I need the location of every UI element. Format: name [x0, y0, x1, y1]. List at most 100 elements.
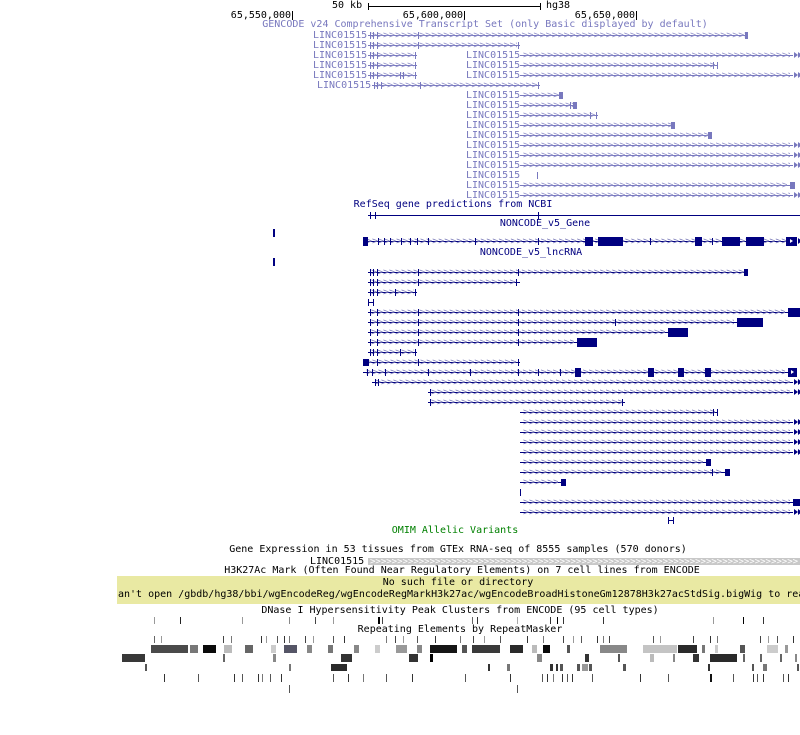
- noncode-item-exon-tick[interactable]: [377, 289, 378, 296]
- noncode-item-line[interactable]: [368, 302, 374, 303]
- noncode-item-exon-tick[interactable]: [717, 409, 718, 416]
- noncode-item-exon-tick[interactable]: [367, 369, 368, 376]
- noncode-item-line[interactable]: [368, 272, 748, 273]
- noncode-item-exon-block[interactable]: [273, 258, 275, 266]
- noncode-item-exon-tick[interactable]: [377, 269, 378, 276]
- transcript-label[interactable]: LINC01515: [466, 70, 521, 81]
- gencode-transcript-exon-tick[interactable]: [377, 52, 378, 59]
- gencode-transcript-line[interactable]: [520, 55, 793, 56]
- gencode-transcript-exon-tick[interactable]: [370, 32, 371, 39]
- gencode-transcript-exon-tick[interactable]: [370, 52, 371, 59]
- refseq-item-exon-tick[interactable]: [370, 212, 371, 219]
- noncode-item-exon-tick[interactable]: [518, 319, 519, 326]
- noncode-item-exon-block[interactable]: [744, 269, 748, 276]
- gencode-transcript-exon-tick[interactable]: [377, 62, 378, 69]
- noncode-item-exon-block[interactable]: [575, 368, 581, 377]
- noncode-item-exon-tick[interactable]: [370, 269, 371, 276]
- noncode-item-exon-tick[interactable]: [428, 369, 429, 376]
- transcript-label[interactable]: LINC01515: [466, 150, 521, 161]
- gencode-transcript-exon-tick[interactable]: [400, 72, 401, 79]
- noncode-item-exon-tick[interactable]: [378, 379, 379, 386]
- transcript-label[interactable]: LINC01515: [466, 190, 521, 201]
- transcript-label[interactable]: LINC01515: [466, 180, 521, 191]
- noncode-item-exon-tick[interactable]: [518, 369, 519, 376]
- transcript-label[interactable]: LINC01515: [466, 50, 521, 61]
- gencode-transcript-exon-tick[interactable]: [713, 62, 714, 69]
- noncode-item-line[interactable]: [520, 432, 793, 433]
- noncode-item-exon-tick[interactable]: [418, 309, 419, 316]
- noncode-item-exon-tick[interactable]: [370, 329, 371, 336]
- gencode-transcript-exon-block[interactable]: [790, 182, 795, 189]
- track-title-noncode-gene[interactable]: NONCODE_v5_Gene: [499, 218, 591, 229]
- noncode-item-exon-tick[interactable]: [430, 389, 431, 396]
- noncode-item-line[interactable]: [520, 422, 793, 423]
- noncode-item-exon-tick[interactable]: [385, 369, 386, 376]
- noncode-item-exon-tick[interactable]: [520, 489, 521, 496]
- noncode-item-line[interactable]: [520, 452, 793, 453]
- noncode-item-exon-tick[interactable]: [430, 399, 431, 406]
- noncode-item-exon-tick[interactable]: [370, 279, 371, 286]
- gencode-transcript-exon-tick[interactable]: [415, 62, 416, 69]
- noncode-item-exon-tick[interactable]: [370, 319, 371, 326]
- noncode-item-line[interactable]: [668, 520, 674, 521]
- gencode-transcript-line[interactable]: [520, 125, 675, 126]
- noncode-item-line[interactable]: [363, 241, 797, 242]
- noncode-item-exon-block[interactable]: [273, 229, 275, 237]
- dnase-peak-row[interactable]: [0, 617, 800, 624]
- refseq-item-line[interactable]: [368, 215, 800, 216]
- transcript-label[interactable]: LINC01515: [313, 60, 368, 71]
- noncode-item-exon-tick[interactable]: [470, 369, 471, 376]
- noncode-item-exon-block[interactable]: [678, 368, 684, 377]
- noncode-item-exon-tick[interactable]: [673, 517, 674, 524]
- noncode-item-exon-tick[interactable]: [415, 349, 416, 356]
- gencode-transcript-line[interactable]: [520, 95, 563, 96]
- noncode-item-line[interactable]: [520, 512, 793, 513]
- gencode-transcript-line[interactable]: [368, 45, 520, 46]
- noncode-item-line[interactable]: [520, 462, 706, 463]
- transcript-label[interactable]: LINC01515: [313, 50, 368, 61]
- gencode-transcript-exon-tick[interactable]: [518, 42, 519, 49]
- gencode-transcript-exon-tick[interactable]: [370, 62, 371, 69]
- noncode-item-exon-tick[interactable]: [378, 238, 379, 245]
- noncode-item-line[interactable]: [520, 412, 718, 413]
- noncode-item-exon-tick[interactable]: [372, 369, 373, 376]
- gencode-transcript-exon-block[interactable]: [573, 102, 577, 109]
- noncode-item-line[interactable]: [428, 402, 625, 403]
- noncode-item-exon-tick[interactable]: [400, 349, 401, 356]
- noncode-item-exon-block[interactable]: [706, 459, 711, 466]
- noncode-item-exon-block[interactable]: [725, 469, 730, 476]
- noncode-item-exon-tick[interactable]: [415, 289, 416, 296]
- gencode-transcript-line[interactable]: [368, 65, 417, 66]
- gencode-transcript-exon-tick[interactable]: [403, 72, 404, 79]
- gencode-transcript-line[interactable]: [520, 155, 793, 156]
- noncode-item-exon-block[interactable]: [746, 237, 764, 246]
- gencode-transcript-exon-tick[interactable]: [420, 82, 421, 89]
- noncode-item-exon-tick[interactable]: [518, 269, 519, 276]
- noncode-item-exon-tick[interactable]: [395, 289, 396, 296]
- gencode-transcript-exon-tick[interactable]: [373, 42, 374, 49]
- noncode-item-line[interactable]: [368, 322, 737, 323]
- gencode-transcript-exon-tick[interactable]: [377, 82, 378, 89]
- gencode-transcript-line[interactable]: [520, 135, 712, 136]
- track-title-noncode-lncrna[interactable]: NONCODE_v5_lncRNA: [479, 247, 583, 258]
- noncode-item-line[interactable]: [363, 362, 520, 363]
- gencode-transcript-exon-tick[interactable]: [415, 72, 416, 79]
- noncode-item-exon-tick[interactable]: [410, 238, 411, 245]
- gencode-transcript-exon-tick[interactable]: [377, 42, 378, 49]
- noncode-item-exon-tick[interactable]: [375, 379, 376, 386]
- transcript-label[interactable]: LINC01515: [466, 130, 521, 141]
- noncode-item-exon-block[interactable]: [722, 237, 740, 246]
- gencode-transcript-exon-tick[interactable]: [415, 52, 416, 59]
- noncode-item-exon-block[interactable]: [561, 479, 566, 486]
- noncode-item-line[interactable]: [368, 282, 520, 283]
- gencode-transcript-exon-tick[interactable]: [570, 102, 571, 109]
- noncode-item-exon-block[interactable]: [705, 368, 711, 377]
- gencode-transcript-exon-tick[interactable]: [537, 172, 538, 179]
- noncode-item-exon-tick[interactable]: [377, 359, 378, 366]
- track-title-repeatmasker[interactable]: Repeating Elements by RepeatMasker: [357, 624, 563, 635]
- noncode-item-exon-tick[interactable]: [622, 399, 623, 406]
- noncode-item-exon-tick[interactable]: [560, 369, 561, 376]
- noncode-item-exon-tick[interactable]: [712, 238, 713, 245]
- track-title-gencode[interactable]: GENCODE v24 Comprehensive Transcript Set…: [262, 19, 708, 30]
- noncode-item-exon-tick[interactable]: [668, 517, 669, 524]
